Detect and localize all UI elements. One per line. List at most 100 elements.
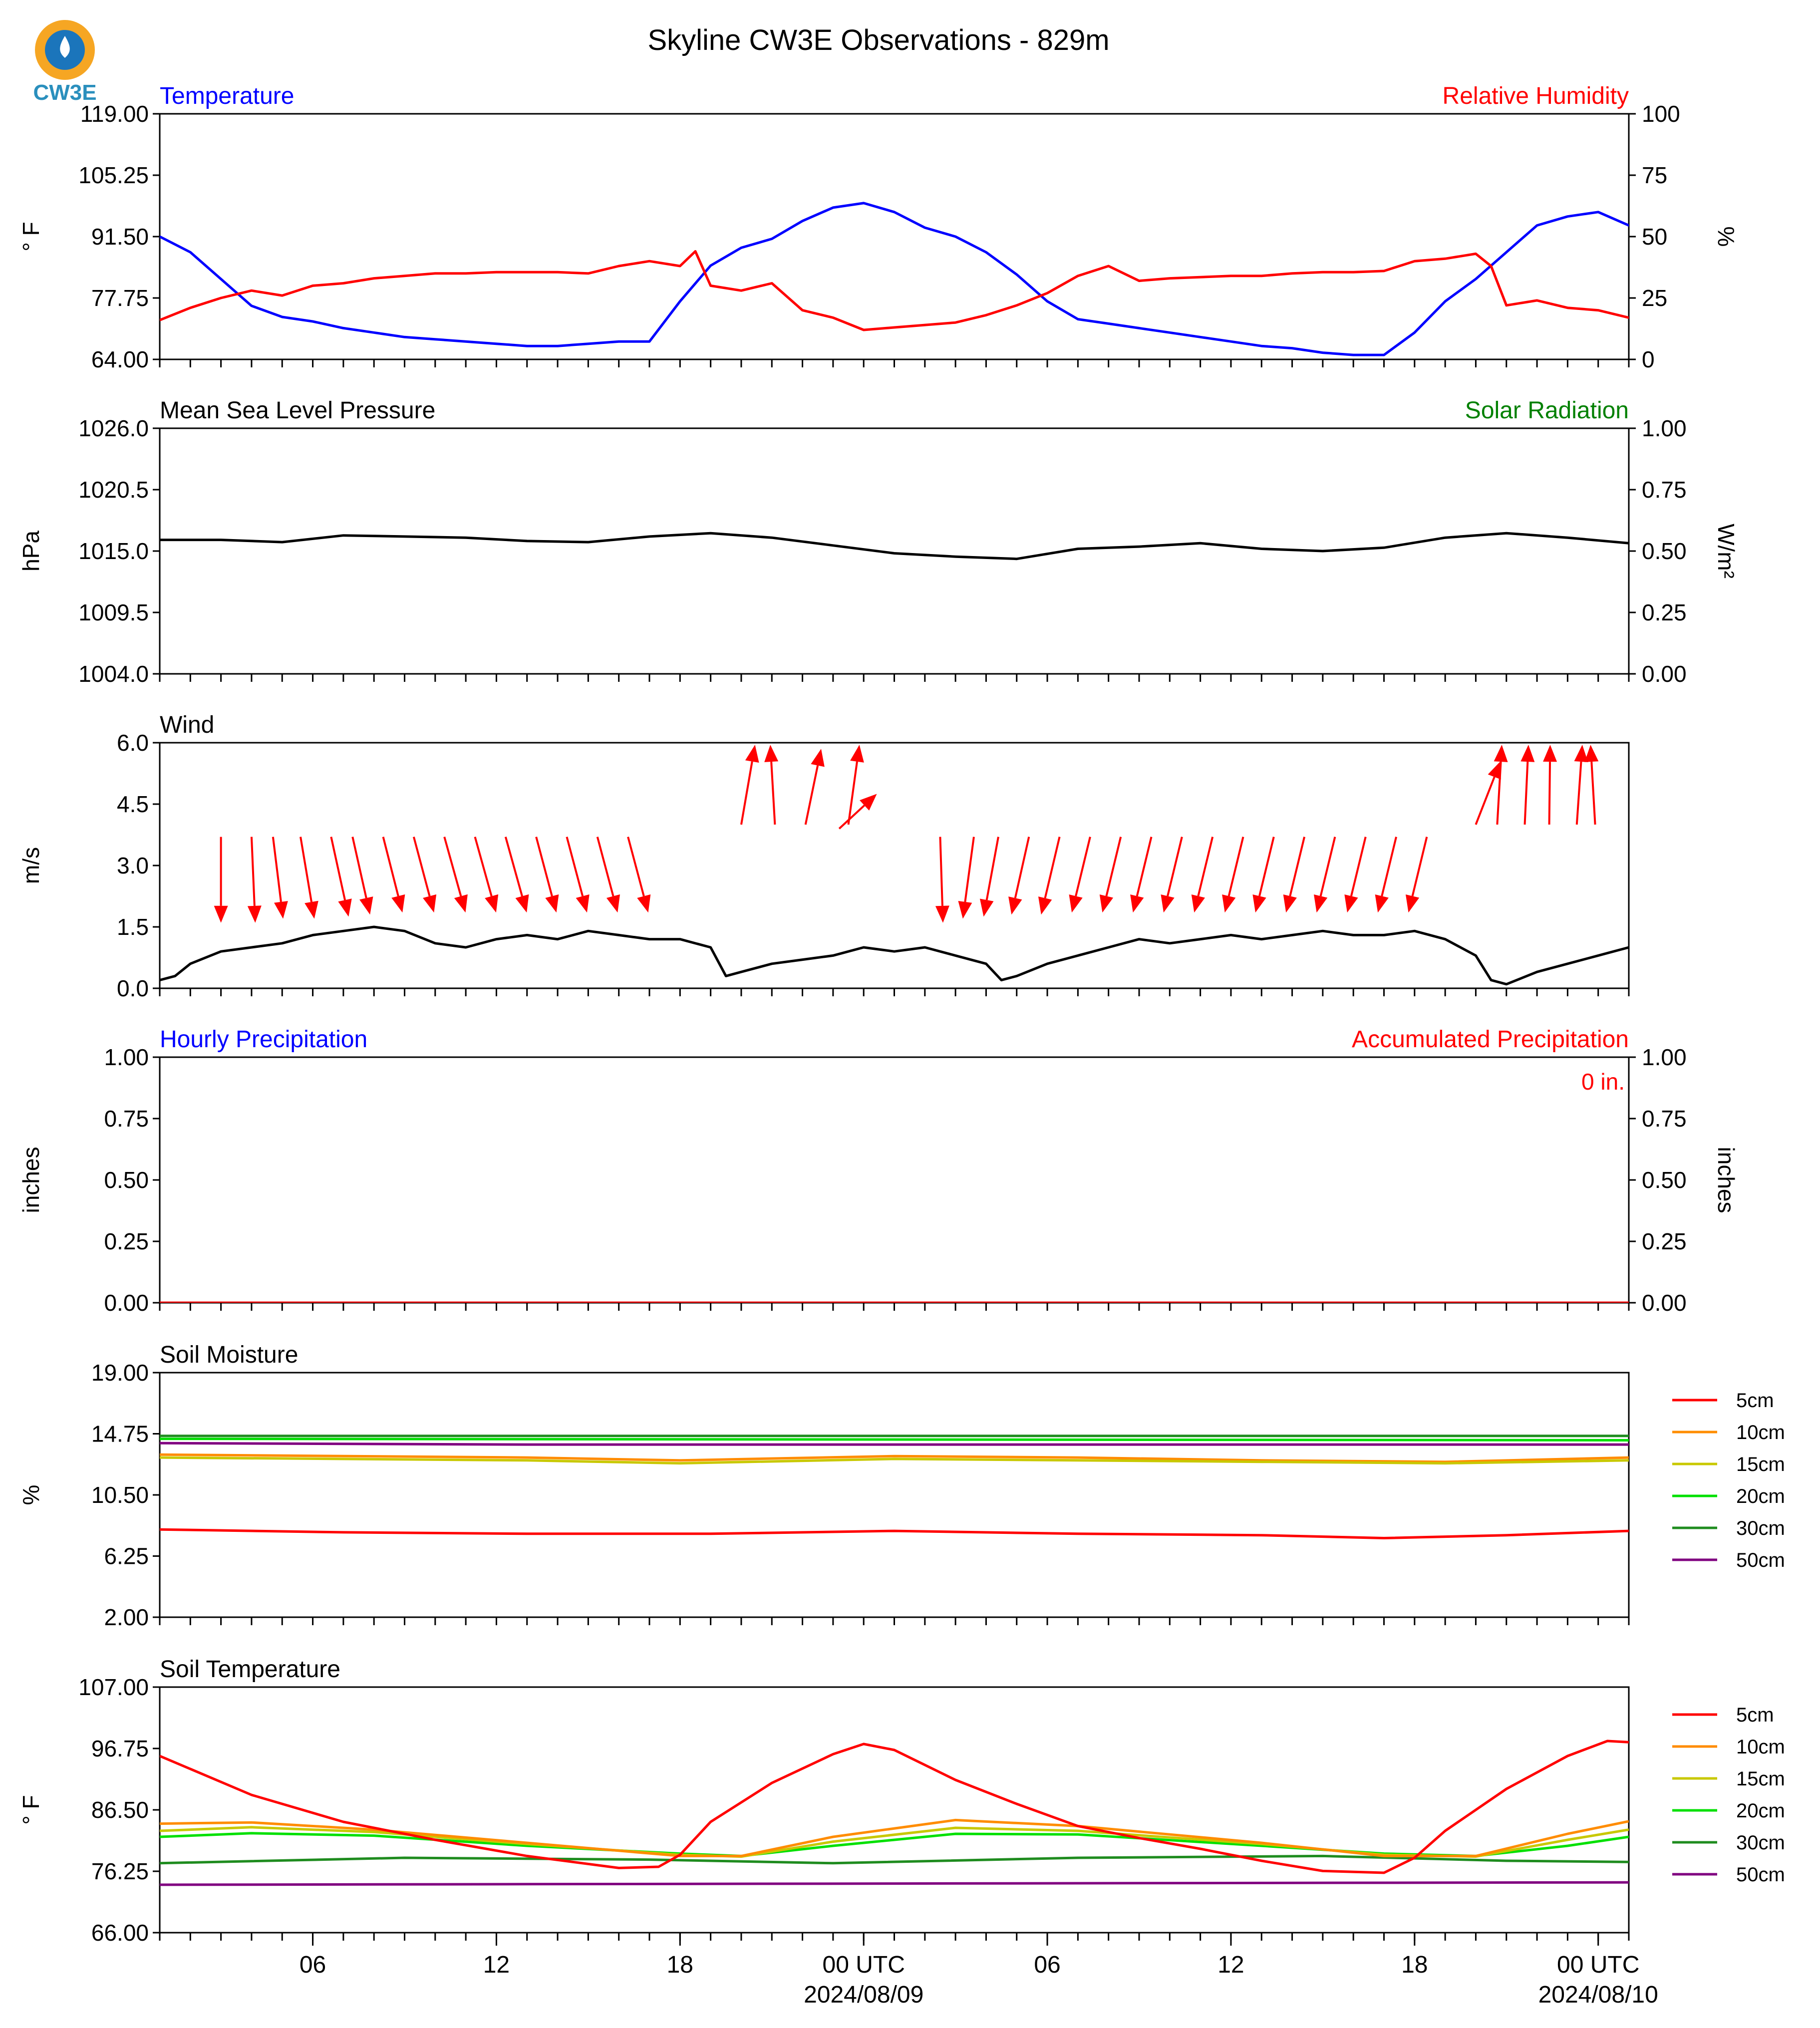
y-tick-label-right: 0.25 — [1642, 1228, 1687, 1254]
y-tick-label-right: 0.50 — [1642, 538, 1687, 564]
panel-wind: Wind 0.0 1.5 3.0 4.5 6.0 m/s — [18, 712, 1630, 1001]
x-tick-label: 12 — [1217, 1952, 1244, 1978]
y-axis-label-right: inches — [1713, 1147, 1739, 1213]
wind-arrow — [1584, 745, 1599, 825]
svg-text:30cm: 30cm — [1736, 1517, 1785, 1539]
panel-temp: Temperature Relative Humidity 64.00 77.75 91… — [18, 83, 1739, 372]
wind-arrow — [1574, 745, 1588, 825]
x-tick-label: 00 UTC — [823, 1952, 905, 1978]
legend-item-30cm: 30cm — [1672, 1832, 1785, 1854]
svg-text:5cm: 5cm — [1736, 1704, 1774, 1726]
y-tick-label-right: 0 — [1642, 346, 1655, 372]
legend-item-15cm: 15cm — [1672, 1768, 1785, 1790]
wind-arrow — [330, 837, 352, 917]
y-tick-label: 0.75 — [104, 1106, 149, 1132]
wind-arrow — [382, 837, 405, 913]
legend-item-5cm: 5cm — [1672, 1704, 1774, 1726]
wind-arrow — [535, 837, 559, 913]
legend-item-10cm: 10cm — [1672, 1736, 1785, 1758]
series-group — [160, 1739, 1629, 1886]
y-tick-label-right: 1.00 — [1642, 1044, 1687, 1070]
plot-frame — [159, 427, 1630, 675]
svg-text:30cm: 30cm — [1736, 1832, 1785, 1854]
y-axis-label: % — [18, 1485, 44, 1505]
y-tick-label: 14.75 — [91, 1421, 149, 1447]
wind-arrow — [566, 837, 590, 913]
panel-title-left: Hourly Precipitation — [160, 1026, 367, 1053]
svg-text:15cm: 15cm — [1736, 1768, 1785, 1790]
panel-title-left: Soil Temperature — [160, 1656, 340, 1683]
panel-title-right: Solar Radiation — [1465, 397, 1629, 424]
legend-item-5cm: 5cm — [1672, 1390, 1774, 1412]
series-group — [160, 202, 1629, 356]
x-tick-label: 18 — [667, 1952, 693, 1978]
svg-text:10cm: 10cm — [1736, 1736, 1785, 1758]
y-tick-label: 1004.0 — [78, 661, 149, 687]
panel-title-left: Mean Sea Level Pressure — [160, 397, 435, 424]
wind-arrow — [504, 837, 529, 913]
wind-arrow — [847, 745, 864, 825]
y-tick-label: 107.00 — [78, 1674, 149, 1700]
wind-arrow — [1222, 837, 1244, 913]
y-tick-label: 0.50 — [104, 1167, 149, 1193]
accumulated-total-label: 0 in. — [1581, 1069, 1625, 1095]
y-tick-label: 1.5 — [117, 914, 149, 940]
cw3e-logo: CW3E — [33, 20, 97, 105]
wind-arrow — [1099, 837, 1122, 913]
wind-arrow — [958, 837, 975, 919]
y-axis-label: ° F — [18, 222, 44, 251]
panel-soilm: Soil Moisture 2.00 6.25 10.50 14.75 19.00% 5cm… — [18, 1342, 1785, 1630]
wind-arrow — [1520, 745, 1535, 825]
y-tick-label: 3.0 — [117, 853, 149, 878]
y-axis-label: m/s — [18, 847, 44, 884]
wind-arrow — [979, 837, 999, 917]
wind-arrow — [1405, 837, 1428, 913]
y-tick-label: 1009.5 — [78, 599, 149, 625]
y-tick-label: 86.50 — [91, 1797, 149, 1823]
wind-arrow — [596, 837, 620, 913]
y-axis-label-right: W/m² — [1713, 524, 1739, 579]
plot-frame — [159, 113, 1630, 360]
wind-arrow — [627, 837, 651, 913]
wind-arrow — [935, 837, 949, 923]
legend-item-10cm: 10cm — [1672, 1422, 1785, 1444]
y-tick-label-right: 25 — [1642, 285, 1667, 311]
legend-item-50cm: 50cm — [1672, 1549, 1785, 1571]
y-tick-label: 77.75 — [91, 285, 149, 311]
y-axis-label: inches — [18, 1147, 44, 1213]
wind-arrow — [1069, 837, 1091, 913]
x-tick-label: 12 — [483, 1952, 510, 1978]
x-tick-label: 06 — [300, 1952, 326, 1978]
series-line-5cm — [160, 1739, 1629, 1874]
panel-title-right: Relative Humidity — [1443, 83, 1629, 109]
x-tick-label: 18 — [1401, 1952, 1428, 1978]
wind-arrow — [474, 837, 499, 913]
x-tick-label: 06 — [1034, 1952, 1060, 1978]
x-date-label: 2024/08/10 — [1538, 1982, 1658, 2008]
wind-arrow — [1161, 837, 1183, 913]
y-tick-label: 1015.0 — [78, 538, 149, 564]
x-date-label: 2024/08/09 — [804, 1982, 923, 2008]
y-tick-label: 0.0 — [117, 975, 149, 1001]
panel-title-left: Soil Moisture — [160, 1342, 298, 1368]
legend-item-20cm: 20cm — [1672, 1485, 1785, 1507]
y-tick-label-right: 75 — [1642, 162, 1667, 188]
wind-arrow — [412, 837, 437, 913]
wind-arrow — [247, 837, 262, 923]
y-tick-label-right: 0.25 — [1642, 599, 1687, 625]
panel-pressure: Mean Sea Level Pressure Solar Radiation 10… — [18, 397, 1739, 687]
plot-frame — [159, 1056, 1630, 1304]
svg-text:15cm: 15cm — [1736, 1453, 1785, 1475]
series-group — [160, 1435, 1629, 1539]
y-tick-label: 119.00 — [80, 101, 149, 127]
wind-arrow — [804, 749, 825, 825]
y-tick-label-right: 0.00 — [1642, 661, 1687, 687]
y-axis-label: ° F — [18, 1795, 44, 1824]
series-line-15cm — [160, 1456, 1629, 1465]
y-tick-label: 91.50 — [91, 224, 149, 250]
series-group — [160, 925, 1629, 986]
series-line-50cm — [160, 1881, 1629, 1886]
wind-arrow — [1344, 837, 1367, 913]
svg-text:50cm: 50cm — [1736, 1864, 1785, 1886]
